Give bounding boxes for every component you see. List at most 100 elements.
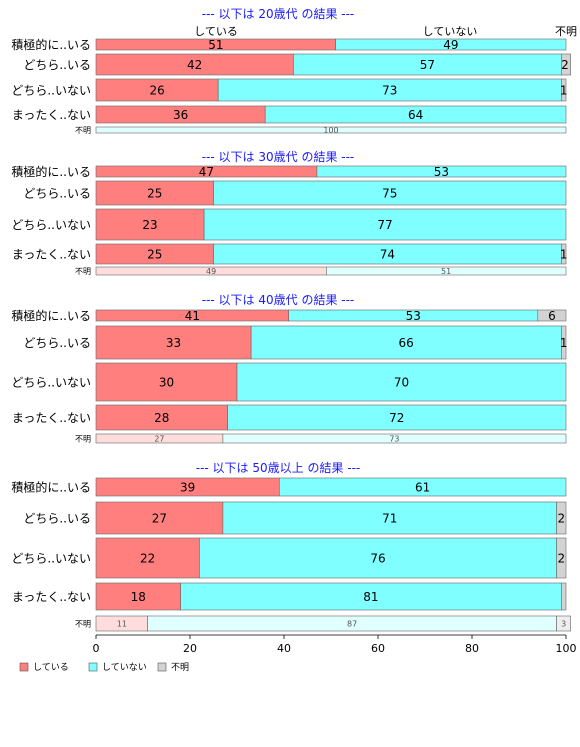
bar-segment [95, 325, 252, 360]
data-label: 23 [142, 218, 157, 232]
row-label: 不明 [75, 126, 91, 135]
row-label: 積極的に..いる [11, 308, 91, 323]
x-tick-label: 60 [371, 642, 385, 655]
bar-segment [325, 266, 567, 276]
data-label: 87 [347, 620, 357, 629]
data-label: 75 [382, 187, 397, 201]
bar-segment [95, 404, 228, 431]
column-header-0: している [194, 25, 238, 38]
data-label: 30 [159, 376, 174, 390]
data-label: 70 [394, 376, 409, 390]
data-label: 2 [561, 58, 569, 72]
data-label: 1 [560, 84, 568, 98]
bar-segment [203, 208, 567, 241]
data-label: 51 [208, 38, 223, 52]
data-label: 47 [199, 165, 214, 179]
data-label: 77 [377, 218, 392, 232]
bar-segment [560, 243, 567, 265]
x-tick-label: 20 [183, 642, 197, 655]
row-label: どちら..いない [11, 552, 91, 566]
data-label: 57 [420, 58, 435, 72]
row-label: 積極的に..いる [11, 164, 91, 179]
data-label: 18 [131, 590, 146, 604]
data-label: 72 [389, 411, 404, 425]
data-label: 3 [561, 620, 566, 629]
bar-segment [95, 208, 205, 241]
data-label: 53 [434, 165, 449, 179]
bar-segment [556, 615, 571, 632]
panel-title: --- 以下は 30歳代 の結果 --- [202, 150, 355, 164]
bar-segment [560, 325, 567, 360]
panel-title: --- 以下は 40歳代 の結果 --- [202, 293, 355, 307]
data-label: 61 [415, 481, 430, 495]
bar-segment [95, 582, 181, 611]
row-label: どちら..いない [11, 218, 91, 232]
data-label: 25 [147, 248, 162, 262]
data-label: 76 [370, 552, 385, 566]
row-label: どちら..いる [23, 512, 91, 526]
panel-title: --- 以下は 20歳代 の結果 --- [202, 7, 355, 21]
data-label: 2 [557, 552, 565, 566]
bar-segment [222, 433, 567, 444]
data-label: 33 [166, 336, 181, 350]
data-label: 73 [382, 84, 397, 98]
bar-segment [250, 325, 562, 360]
data-label: 39 [180, 481, 195, 495]
x-tick-label: 40 [277, 642, 291, 655]
data-label: 51 [441, 267, 451, 276]
data-label: 73 [389, 435, 399, 444]
data-label: 41 [185, 309, 200, 323]
bar-segment [236, 362, 567, 402]
bar-segment [222, 501, 557, 535]
row-label: まったく..ない [12, 108, 91, 122]
row-label: まったく..ない [12, 411, 91, 425]
data-label: 49 [206, 267, 216, 276]
bar-segment [227, 404, 567, 431]
data-label: 6 [548, 309, 556, 323]
row-label: まったく..ない [12, 590, 91, 604]
bar-segment [95, 501, 224, 535]
row-label: どちら..いる [23, 336, 91, 350]
row-label: どちら..いる [23, 58, 91, 72]
data-label: 11 [117, 620, 127, 629]
data-label: 64 [408, 108, 423, 122]
x-tick-label: 0 [93, 642, 100, 655]
data-label: 71 [382, 512, 397, 526]
data-label: 1 [560, 248, 568, 262]
bar-segment [278, 477, 567, 497]
row-label: 不明 [75, 267, 91, 276]
row-label: どちら..いる [23, 187, 91, 201]
bar-segment [560, 78, 567, 102]
legend-label: している [33, 662, 69, 673]
bar-segment [95, 537, 200, 579]
bar-segment [560, 53, 571, 76]
row-label: 積極的に..いる [11, 37, 91, 52]
column-header-2: 不明 [555, 25, 577, 38]
data-label: 28 [154, 411, 169, 425]
data-label: 74 [380, 248, 395, 262]
bar-segment [560, 582, 567, 611]
bar-segment [537, 309, 567, 322]
data-label: 25 [147, 187, 162, 201]
bar-segment [556, 501, 567, 535]
x-tick-label: 80 [465, 642, 479, 655]
data-label: 53 [406, 309, 421, 323]
legend-label: していない [102, 662, 147, 673]
legend-swatch [157, 662, 167, 672]
x-tick-label: 100 [556, 642, 577, 655]
bar-segment [213, 180, 567, 206]
data-label: 36 [173, 108, 188, 122]
row-label: どちら..いない [11, 84, 91, 98]
data-label: 42 [187, 58, 202, 72]
data-label: 26 [149, 84, 164, 98]
data-label: 81 [363, 590, 378, 604]
column-header-1: していない [423, 25, 478, 38]
bar-segment [95, 180, 214, 206]
bar-segment [264, 105, 567, 124]
bar-segment [335, 38, 567, 51]
bar-segment [199, 537, 557, 579]
data-label: 22 [140, 552, 155, 566]
bar-segment [180, 582, 562, 611]
legend-label: 不明 [171, 662, 189, 673]
legend-swatch [19, 662, 29, 672]
